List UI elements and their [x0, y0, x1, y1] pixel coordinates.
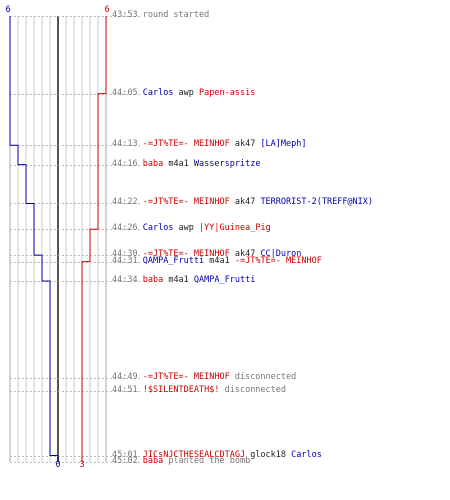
event-time: 44:49 — [112, 372, 143, 382]
event-text: awp — [173, 223, 200, 233]
event-text: baba — [142, 456, 164, 466]
event-time: 44:05 — [112, 88, 143, 98]
event-text: QAMPA_Frutti — [142, 256, 205, 266]
event-row: 44:13 -=JT%TE=- MEINHOF ak47 [LA]Meph] — [112, 139, 307, 149]
event-time: 44:26 — [112, 223, 143, 233]
event-time: 43:53 — [112, 10, 143, 20]
event-text: -=JT%TE=- MEINHOF — [142, 139, 230, 149]
event-text: JICsNJCTHESEALCDTAGJ — [142, 450, 246, 460]
event-row: 44:34 baba m4a1 QAMPA_Frutti — [112, 275, 255, 285]
event-text: m4a1 — [204, 256, 235, 266]
event-row: 44:30 -=JT%TE=- MEINHOF ak47 CC|Duron — [112, 249, 301, 259]
event-time: 44:31 — [112, 256, 143, 266]
series-red-line — [81, 16, 107, 462]
event-row: 44:05 Carlos awp Papen-assis — [112, 88, 255, 98]
event-text: Carlos — [142, 88, 174, 98]
event-row: 44:26 Carlos awp |YY|Guinea_Pig — [112, 223, 271, 233]
event-row: 43:53 round started — [112, 10, 209, 20]
event-text: baba — [142, 159, 164, 169]
blue-start-label: 6 — [5, 5, 10, 15]
event-text: planted the bomb — [163, 456, 251, 466]
event-text: ak47 — [229, 249, 261, 259]
event-text: m4a1 — [163, 159, 194, 169]
event-row: 44:51 !$SILENTDEATH$! disconnected — [112, 385, 286, 395]
event-row: 44:49 -=JT%TE=- MEINHOF disconnected — [112, 372, 296, 382]
event-text: round started — [142, 10, 210, 20]
event-text: awp — [173, 88, 200, 98]
event-text: -=JT%TE=- MEINHOF — [234, 256, 322, 266]
event-time: 44:34 — [112, 275, 143, 285]
event-text: Carlos — [142, 223, 174, 233]
event-time: 45:02 — [112, 456, 143, 466]
red-end-label: 3 — [79, 460, 84, 470]
event-row: 44:31 QAMPA_Frutti m4a1 -=JT%TE=- MEINHO… — [112, 256, 322, 266]
event-time: 44:30 — [112, 249, 143, 259]
series-blue-line — [9, 16, 59, 462]
event-time: 45:01 — [112, 450, 143, 460]
event-text: !$SILENTDEATH$! — [142, 385, 220, 395]
event-row: 45:01 JICsNJCTHESEALCDTAGJ glock18 Carlo… — [112, 450, 322, 460]
event-text: CC|Duron — [260, 249, 302, 259]
event-row: 45:02 baba planted the bomb — [112, 456, 250, 466]
blue-end-label: 0 — [55, 460, 60, 470]
event-text: ak47 — [229, 139, 261, 149]
event-text: glock18 — [245, 450, 292, 460]
event-text: [LA]Meph] — [260, 139, 307, 149]
event-text: -=JT%TE=- MEINHOF — [142, 372, 230, 382]
event-text: disconnected — [229, 372, 297, 382]
event-row: 44:22 -=JT%TE=- MEINHOF ak47 TERRORIST-2… — [112, 197, 373, 207]
event-time: 44:13 — [112, 139, 143, 149]
event-text: Carlos — [291, 450, 322, 460]
event-text: baba — [142, 275, 164, 285]
event-time: 44:16 — [112, 159, 143, 169]
event-text: Papen-assis — [199, 88, 256, 98]
event-text: TERRORIST-2(TREFF@NIX) — [260, 197, 374, 207]
event-time: 44:22 — [112, 197, 143, 207]
event-text: ak47 — [229, 197, 261, 207]
event-text: -=JT%TE=- MEINHOF — [142, 197, 230, 207]
event-text: m4a1 — [163, 275, 194, 285]
event-time: 44:51 — [112, 385, 143, 395]
event-log: 43:53 round started 44:05 Carlos awp Pape… — [112, 0, 450, 500]
red-start-label: 6 — [104, 5, 109, 15]
event-text: Wasserspritze — [193, 159, 261, 169]
event-text: disconnected — [219, 385, 287, 395]
event-row: 44:16 baba m4a1 Wasserspritze — [112, 159, 260, 169]
event-text: QAMPA_Frutti — [193, 275, 256, 285]
event-text: -=JT%TE=- MEINHOF — [142, 249, 230, 259]
event-text: |YY|Guinea_Pig — [199, 223, 271, 233]
